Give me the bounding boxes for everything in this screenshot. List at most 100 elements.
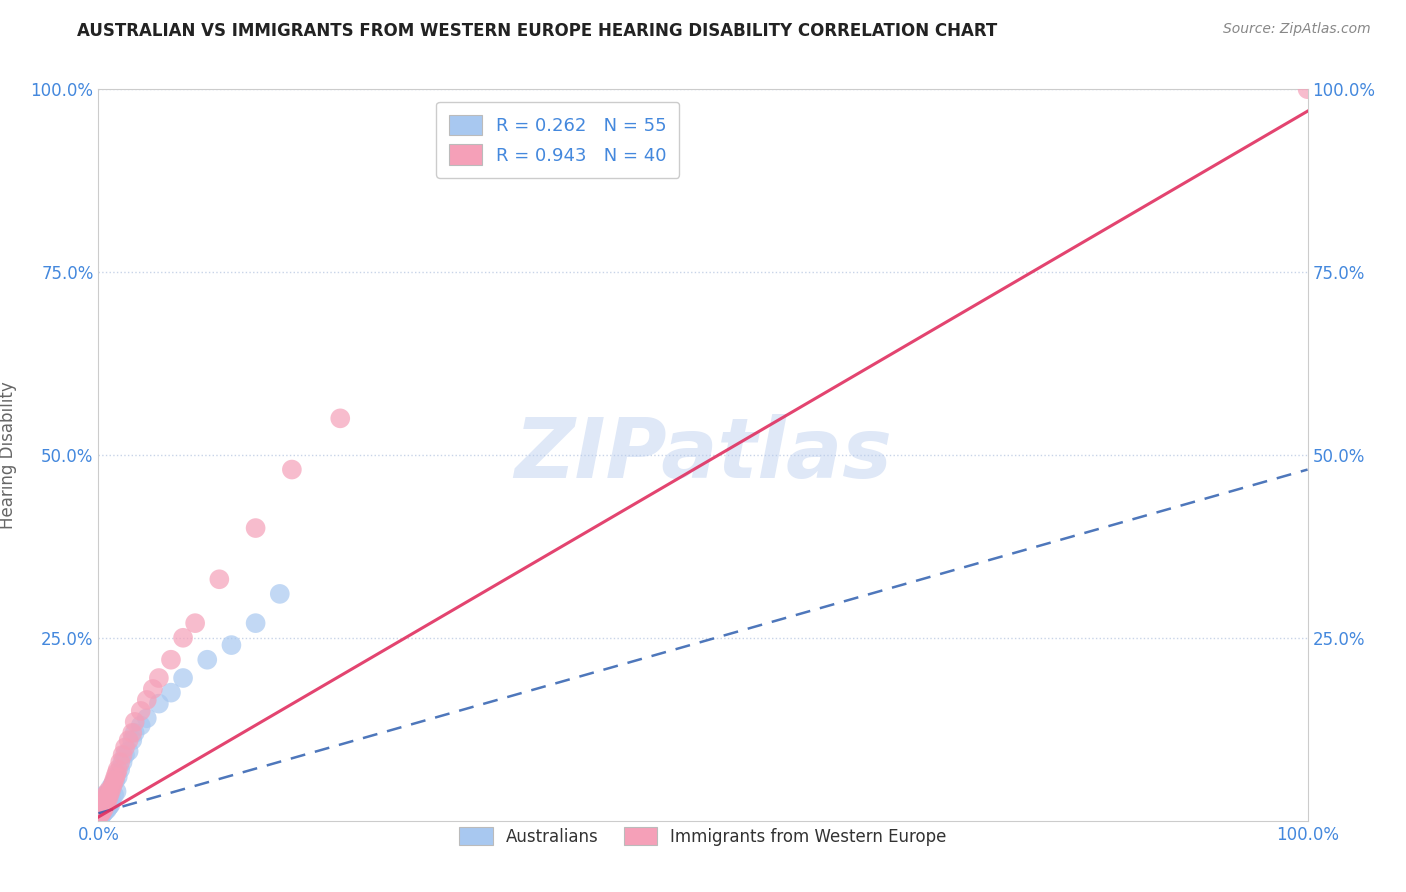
Point: [118, 744, 141, 758]
Point: [98, 799, 121, 814]
Point: [91, 806, 114, 821]
Text: Source: ZipAtlas.com: Source: ZipAtlas.com: [1223, 22, 1371, 37]
Point: [172, 671, 194, 685]
Point: [124, 714, 146, 729]
Point: [100, 783, 122, 797]
Point: [184, 616, 207, 631]
Point: [148, 697, 170, 711]
Point: [97, 791, 120, 805]
Point: [269, 587, 291, 601]
Point: [91, 796, 114, 810]
Point: [91, 791, 114, 805]
Point: [91, 803, 114, 817]
Point: [90, 797, 112, 812]
Point: [195, 653, 218, 667]
Point: [160, 686, 183, 700]
Point: [135, 711, 157, 725]
Point: [121, 733, 143, 747]
Point: [105, 766, 128, 780]
Point: [97, 784, 120, 798]
Point: [135, 693, 157, 707]
Point: [107, 763, 129, 777]
Point: [96, 788, 118, 802]
Point: [111, 755, 134, 769]
Point: [91, 799, 114, 814]
Point: [91, 799, 114, 814]
Point: [90, 806, 112, 821]
Point: [91, 796, 114, 810]
Point: [91, 805, 114, 819]
Point: [93, 800, 115, 814]
Point: [221, 638, 243, 652]
Point: [101, 777, 124, 791]
Point: [103, 773, 125, 788]
Point: [100, 797, 122, 812]
Point: [108, 755, 131, 769]
Point: [96, 796, 118, 810]
Point: [148, 671, 170, 685]
Point: [93, 793, 115, 807]
Point: [172, 631, 194, 645]
Text: ZIPatlas: ZIPatlas: [515, 415, 891, 495]
Point: [281, 462, 304, 476]
Point: [93, 797, 115, 812]
Point: [94, 788, 117, 802]
Point: [93, 802, 115, 816]
Point: [100, 784, 122, 798]
Point: [104, 773, 127, 788]
Point: [98, 788, 121, 802]
Point: [94, 799, 117, 814]
Point: [108, 763, 131, 777]
Point: [245, 521, 267, 535]
Point: [90, 800, 112, 814]
Point: [91, 805, 114, 819]
Point: [114, 747, 136, 762]
Point: [96, 796, 118, 810]
Point: [114, 740, 136, 755]
Point: [94, 797, 117, 812]
Point: [93, 805, 115, 819]
Point: [160, 653, 183, 667]
Point: [93, 791, 115, 805]
Point: [91, 800, 114, 814]
Point: [91, 796, 114, 810]
Point: [94, 803, 117, 817]
Point: [96, 803, 118, 817]
Point: [111, 747, 134, 762]
Point: [107, 770, 129, 784]
Point: [89, 805, 111, 819]
Point: [90, 803, 112, 817]
Point: [97, 800, 120, 814]
Point: [98, 786, 121, 800]
Point: [90, 807, 112, 822]
Point: [208, 572, 231, 586]
Point: [90, 803, 112, 817]
Point: [329, 411, 352, 425]
Legend: Australians, Immigrants from Western Europe: Australians, Immigrants from Western Eur…: [453, 821, 953, 853]
Point: [121, 726, 143, 740]
Y-axis label: Hearing Disability: Hearing Disability: [0, 381, 17, 529]
Point: [104, 770, 127, 784]
Point: [100, 793, 122, 807]
Point: [129, 718, 152, 732]
Point: [89, 806, 111, 821]
Point: [89, 807, 111, 822]
Point: [94, 793, 117, 807]
Point: [142, 681, 165, 696]
Text: AUSTRALIAN VS IMMIGRANTS FROM WESTERN EUROPE HEARING DISABILITY CORRELATION CHAR: AUSTRALIAN VS IMMIGRANTS FROM WESTERN EU…: [77, 22, 998, 40]
Point: [101, 777, 124, 791]
Point: [97, 791, 120, 805]
Point: [124, 726, 146, 740]
Point: [100, 780, 122, 795]
Point: [93, 788, 115, 802]
Point: [129, 704, 152, 718]
Point: [91, 807, 114, 822]
Point: [90, 806, 112, 821]
Point: [105, 784, 128, 798]
Point: [91, 790, 114, 805]
Point: [103, 788, 125, 802]
Point: [100, 780, 122, 795]
Point: [1296, 82, 1319, 96]
Point: [118, 733, 141, 747]
Point: [245, 616, 267, 631]
